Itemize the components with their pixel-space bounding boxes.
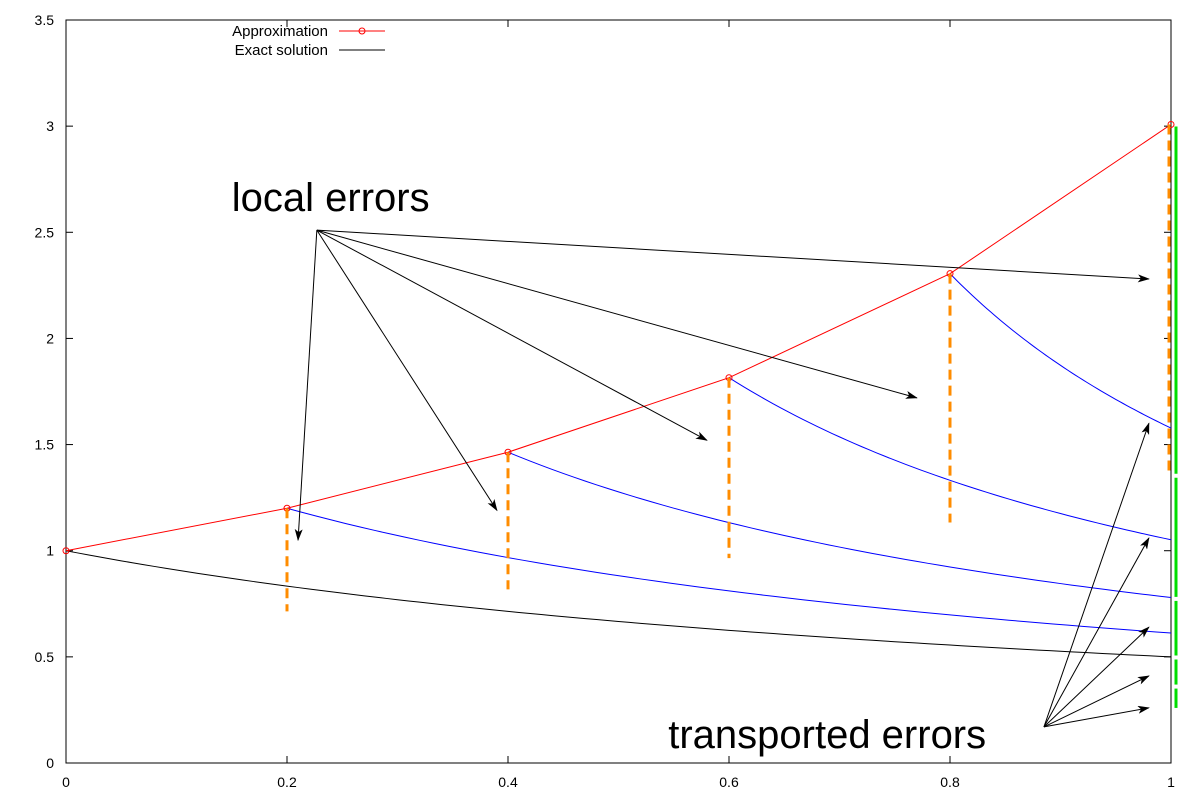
annotation-arrow [316, 229, 918, 399]
approximation-line [65, 124, 1172, 552]
y-tick-label: 3 [46, 118, 54, 134]
approximation-point [62, 547, 70, 555]
y-tick-label: 2.5 [35, 224, 55, 240]
annotation-arrow [294, 230, 318, 542]
annotation-arrow [1043, 626, 1150, 728]
x-tick-label: 0 [62, 774, 70, 790]
annotations: local errors transported errors [232, 176, 1150, 757]
x-tick-label: 0.2 [277, 774, 297, 790]
local-solution-curve [949, 273, 1172, 429]
y-tick-label: 2 [46, 330, 54, 346]
axes [65, 19, 1172, 764]
y-tick-label: 0.5 [35, 649, 55, 665]
legend-label: Approximation [232, 23, 328, 40]
approximation-series [62, 120, 1175, 555]
annotation-label: transported errors [668, 713, 986, 757]
annotation-arrow [316, 229, 708, 441]
ticks: 0 0.2 0.4 0.6 0.8 1 0 0.5 1 1.5 2 2.5 3 3.5 [35, 12, 1176, 790]
x-tick-label: 0.4 [498, 774, 518, 790]
exact-solution-line [65, 550, 1172, 658]
legend: Approximation Exact solution [232, 23, 385, 59]
annotation-arrow [1043, 705, 1150, 728]
annotation-arrow [316, 229, 1150, 283]
local-error-segments [285, 124, 1171, 612]
y-tick-label: 1 [46, 543, 54, 559]
plot-frame [65, 19, 1172, 764]
local-solution-curves [286, 273, 1172, 634]
y-tick-label: 0 [46, 755, 54, 771]
annotation-label: local errors [232, 176, 430, 220]
local-solution-curve [507, 451, 1172, 599]
y-tick-label: 1.5 [35, 437, 55, 453]
annotation-arrow [1043, 675, 1150, 728]
local-solution-curve [286, 507, 1172, 634]
legend-marker [358, 27, 366, 35]
legend-label: Exact solution [235, 42, 328, 59]
x-tick-label: 0.6 [719, 774, 739, 790]
y-tick-label: 3.5 [35, 12, 55, 28]
exact-solution-series [65, 550, 1172, 658]
annotation-arrow [1043, 422, 1150, 728]
local-solution-curve [728, 377, 1172, 541]
x-tick-label: 0.8 [940, 774, 960, 790]
x-tick-label: 1 [1167, 774, 1175, 790]
annotation-arrow [1043, 537, 1150, 728]
annotation-arrow [316, 229, 498, 512]
